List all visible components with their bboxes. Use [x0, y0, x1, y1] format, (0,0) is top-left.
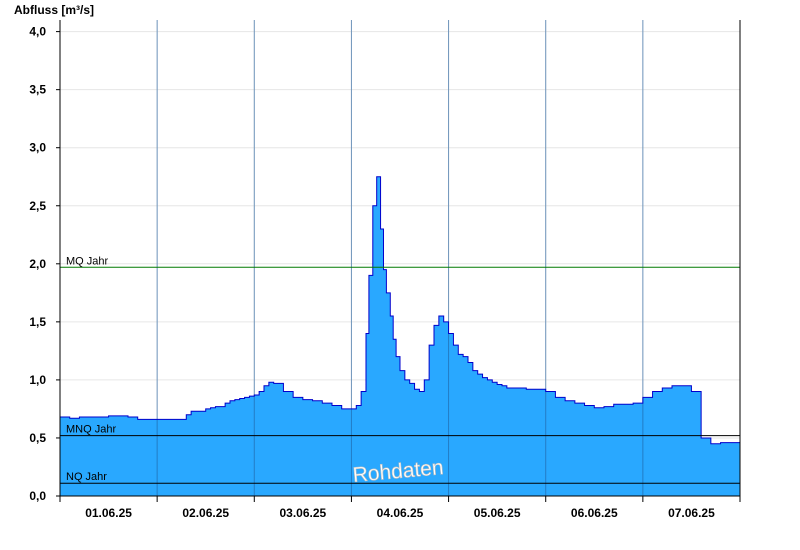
- y-tick-label: 0,5: [29, 431, 46, 445]
- reference-lines: MQ Jahr MNQ Jahr NQ Jahr: [60, 255, 740, 484]
- y-tick-label: 1,0: [29, 373, 46, 387]
- x-axis-ticks: 01.06.25 02.06.25 03.06.25 04.06.25 05.06.25…: [59, 496, 741, 520]
- reference-line-label: MNQ Jahr: [66, 424, 116, 436]
- y-tick-label: 3,5: [29, 83, 46, 97]
- y-tick-label: 4,0: [29, 25, 46, 39]
- y-axis-ticks: 0,0 0,5 1,0 1,5 2,0 2,5 3,0 3,5 4,0: [29, 25, 60, 503]
- x-tick-label: 02.06.25: [182, 506, 229, 520]
- y-tick-label: 2,5: [29, 199, 46, 213]
- x-tick-label: 05.06.25: [474, 506, 521, 520]
- reference-line-label: MQ Jahr: [66, 255, 109, 267]
- y-tick-label: 0,0: [29, 489, 46, 503]
- y-axis-title: Abfluss [m³/s]: [14, 3, 94, 17]
- x-tick-label: 03.06.25: [279, 506, 326, 520]
- x-tick-label: 04.06.25: [377, 506, 424, 520]
- y-tick-label: 1,5: [29, 315, 46, 329]
- reference-line-label: NQ Jahr: [66, 471, 107, 483]
- discharge-area: [60, 176, 740, 497]
- x-tick-label: 01.06.25: [85, 506, 132, 520]
- day-separators-overlay: [156, 20, 644, 496]
- x-tick-label: 06.06.25: [571, 506, 618, 520]
- y-tick-label: 2,0: [29, 257, 46, 271]
- discharge-line: [60, 176, 740, 445]
- axes: [59, 20, 741, 497]
- y-tick-label: 3,0: [29, 141, 46, 155]
- x-tick-label: 07.06.25: [668, 506, 715, 520]
